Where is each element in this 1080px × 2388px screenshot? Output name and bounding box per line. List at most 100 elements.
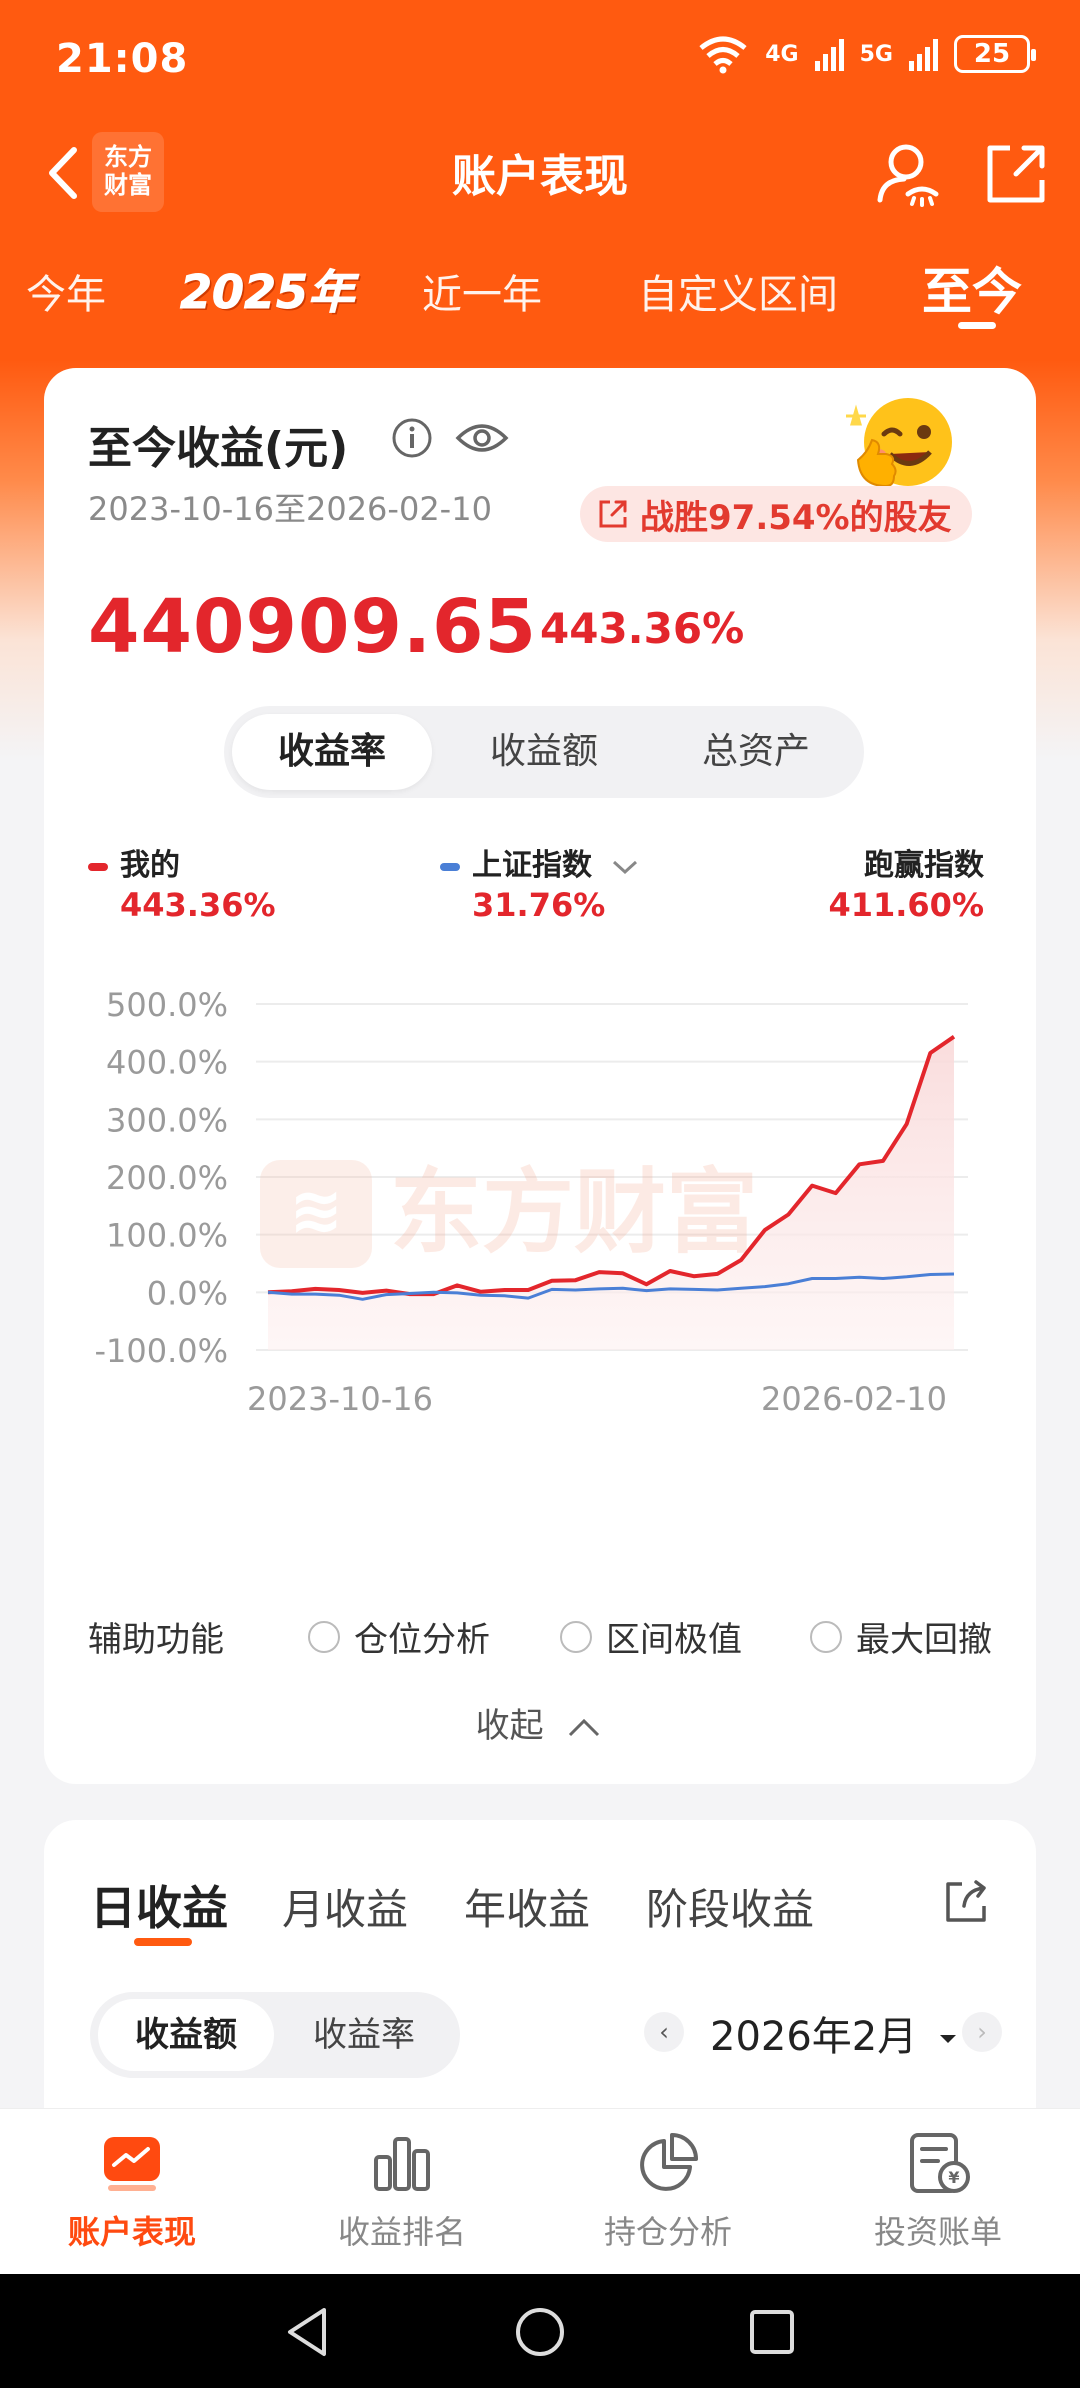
aux-label: 辅助功能	[88, 1620, 224, 1660]
caret-down-icon	[939, 2035, 956, 2043]
tab-monthly-return[interactable]: 月收益	[282, 1885, 409, 1934]
returns-tab-indicator	[134, 1938, 192, 1946]
y-tick-label: 500.0%	[106, 986, 228, 1024]
radio-icon	[560, 1620, 592, 1653]
legend-mine-swatch	[88, 862, 108, 871]
system-navigation-bar	[0, 2274, 1080, 2388]
aux-option-label: 最大回撤	[856, 1620, 992, 1660]
app-logo: 东方 财富	[92, 132, 164, 212]
x-axis-labels: 2023-10-16 2026-02-10	[247, 1380, 947, 1418]
system-home-icon[interactable]	[508, 2300, 572, 2364]
network-4g-label: 4G	[765, 41, 799, 67]
total-profit-amount: 440909.65	[88, 584, 538, 670]
chart-card-icon	[104, 2137, 160, 2191]
account-eye-icon[interactable]	[868, 134, 948, 214]
bill-icon: ¥	[910, 2133, 970, 2193]
status-time: 21:08	[56, 36, 189, 82]
logo-line-1: 东方	[104, 143, 152, 172]
legend-index-label: 上证指数	[472, 848, 592, 883]
chart-watermark: ≋ 东方财富	[260, 1159, 758, 1268]
y-tick-label: 200.0%	[106, 1159, 228, 1197]
system-back-icon[interactable]	[276, 2300, 340, 2364]
legend-index-swatch	[440, 862, 460, 871]
beat-ratio-badge[interactable]: 战胜97.54%的股友	[580, 486, 972, 542]
watermark-text: 东方财富	[390, 1159, 758, 1266]
month-selector: ‹ 2026年2月 ›	[604, 1996, 1004, 2076]
network-5g-label: 5G	[859, 41, 893, 67]
wink-thumbs-up-emoji-icon	[846, 398, 952, 488]
svg-text:¥: ¥	[948, 2168, 959, 2187]
share-icon[interactable]	[976, 134, 1056, 214]
my-return-line	[267, 1035, 956, 1297]
tabbar-account-performance[interactable]: 账户表现	[32, 2131, 232, 2253]
nav-bar: 东方 财富 账户表现	[0, 120, 1080, 230]
legend-index-value: 31.76%	[472, 886, 606, 924]
legend-mine-label: 我的	[120, 848, 180, 883]
chevron-up-icon	[569, 1718, 600, 1736]
collapse-button[interactable]: 收起	[44, 1698, 1036, 1747]
bar-chart-icon	[374, 2137, 430, 2191]
radio-icon	[810, 1620, 842, 1653]
logo-line-2: 财富	[104, 171, 152, 199]
metric-return-amount[interactable]: 收益额	[489, 731, 598, 772]
month-label: 2026年2月	[710, 2014, 918, 2060]
tab-daily-return[interactable]: 日收益	[90, 1881, 228, 1935]
tabbar-profit-ranking[interactable]: 收益排名	[302, 2131, 502, 2253]
returns-metric-amount[interactable]: 收益额	[98, 1999, 274, 2071]
total-profit-rate: 443.36%	[540, 604, 745, 653]
info-icon[interactable]	[390, 416, 434, 460]
y-axis-labels: 500.0% 400.0% 300.0% 200.0% 100.0% 0.0% -100.0…	[94, 986, 228, 1370]
returns-metric-rate[interactable]: 收益率	[313, 2015, 415, 2055]
legend-outperform-value: 411.60%	[828, 886, 984, 924]
my-return-area	[268, 1036, 954, 1350]
radio-icon	[308, 1620, 340, 1653]
tabbar-label: 持仓分析	[603, 2213, 732, 2251]
eye-icon[interactable]	[454, 418, 510, 458]
tab-yearly-return[interactable]: 年收益	[464, 1885, 591, 1934]
tabbar-label: 账户表现	[67, 2213, 196, 2251]
return-chart[interactable]: ≋ 东方财富 500.0% 400.0% 300.0% 200.0% 100.0% 0.0…	[44, 928, 1036, 1428]
tab-this-year[interactable]: 今年	[26, 272, 106, 318]
signal-icon	[814, 37, 844, 71]
aux-option-label: 区间极值	[606, 1620, 742, 1660]
tabbar-investment-bill[interactable]: ¥ 投资账单	[838, 2131, 1038, 2253]
y-tick-label: 100.0%	[106, 1217, 228, 1255]
aux-position-analysis[interactable]: 仓位分析	[308, 1612, 490, 1661]
status-icons: 4G 5G 25	[697, 34, 1036, 74]
tab-to-date[interactable]: 至今	[922, 263, 1022, 321]
active-tab-indicator	[958, 322, 996, 329]
aux-functions: 辅助功能 仓位分析 区间极值 最大回撤	[88, 1604, 1008, 1664]
prev-month-button[interactable]: ‹	[644, 2012, 684, 2052]
next-month-button[interactable]: ›	[962, 2012, 1002, 2052]
returns-metric-switch: 收益额 收益率	[90, 1992, 460, 2078]
aux-option-label: 仓位分析	[354, 1620, 490, 1660]
y-tick-label: 300.0%	[106, 1101, 228, 1139]
svg-text:≋: ≋	[289, 1174, 343, 1248]
returns-card: 日收益 月收益 年收益 阶段收益 收益额 收益率 ‹ 2026年2月 ›	[44, 1820, 1036, 2120]
system-recents-icon[interactable]	[740, 2300, 804, 2364]
metric-return-rate[interactable]: 收益率	[232, 714, 432, 790]
page-title: 账户表现	[452, 151, 628, 202]
share-out-icon	[599, 500, 627, 528]
legend-mine-value: 443.36%	[120, 886, 276, 924]
date-range: 2023-10-16至2026-02-10	[88, 490, 492, 528]
metric-total-assets[interactable]: 总资产	[701, 731, 810, 772]
tab-last-year[interactable]: 近一年	[422, 272, 542, 318]
tab-2025[interactable]: 2025年	[179, 265, 355, 320]
share-icon[interactable]	[940, 1876, 992, 1928]
battery-icon: 25	[954, 35, 1036, 73]
tab-period-return[interactable]: 阶段收益	[646, 1885, 815, 1934]
aux-range-extremes[interactable]: 区间极值	[560, 1612, 742, 1661]
beat-ratio-text: 战胜97.54%的股友	[640, 497, 952, 538]
tabbar-holdings-analysis[interactable]: 持仓分析	[568, 2131, 768, 2253]
back-arrow-icon[interactable]	[34, 138, 94, 208]
aux-max-drawdown[interactable]: 最大回撤	[810, 1612, 992, 1661]
chart-metric-switch: 收益率 收益额 总资产	[224, 706, 864, 798]
period-tabs: 今年 2025年 近一年 自定义区间 至今	[0, 250, 1080, 340]
month-dropdown[interactable]: 2026年2月	[710, 2004, 960, 2062]
y-tick-label: 400.0%	[106, 1044, 228, 1082]
x-tick-label: 2026-02-10	[761, 1380, 947, 1418]
legend-index-selector[interactable]: 上证指数	[440, 840, 642, 884]
tab-custom-range[interactable]: 自定义区间	[638, 272, 838, 318]
y-tick-label: 0.0%	[147, 1274, 228, 1312]
